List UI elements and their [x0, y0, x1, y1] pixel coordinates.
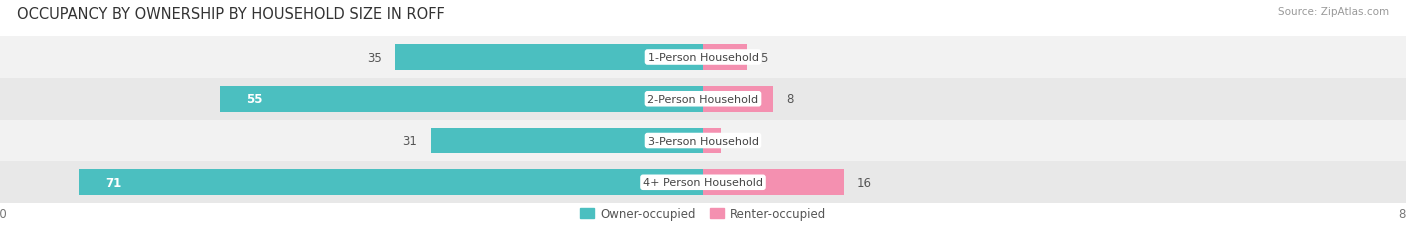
Bar [0, 162, 1406, 203]
Text: 2-Person Household: 2-Person Household [647, 94, 759, 104]
Text: 2: 2 [734, 134, 741, 147]
Legend: Owner-occupied, Renter-occupied: Owner-occupied, Renter-occupied [575, 203, 831, 225]
Text: OCCUPANCY BY OWNERSHIP BY HOUSEHOLD SIZE IN ROFF: OCCUPANCY BY OWNERSHIP BY HOUSEHOLD SIZE… [17, 7, 444, 22]
Text: Source: ZipAtlas.com: Source: ZipAtlas.com [1278, 7, 1389, 17]
Text: 71: 71 [105, 176, 122, 189]
Bar [430, 128, 703, 154]
Bar [703, 170, 844, 195]
Bar [219, 86, 703, 112]
Bar [703, 128, 721, 154]
Bar [0, 120, 1406, 162]
Text: 8: 8 [786, 93, 794, 106]
Text: 16: 16 [856, 176, 872, 189]
Text: 3-Person Household: 3-Person Household [648, 136, 758, 146]
Text: 35: 35 [367, 51, 382, 64]
Bar [703, 86, 773, 112]
Text: 55: 55 [246, 93, 263, 106]
Bar [79, 170, 703, 195]
Bar [395, 45, 703, 71]
Text: 4+ Person Household: 4+ Person Household [643, 177, 763, 188]
Text: 1-Person Household: 1-Person Household [648, 53, 758, 63]
Text: 31: 31 [402, 134, 418, 147]
Bar [703, 45, 747, 71]
Bar [0, 79, 1406, 120]
Bar [0, 37, 1406, 79]
Text: 5: 5 [761, 51, 768, 64]
